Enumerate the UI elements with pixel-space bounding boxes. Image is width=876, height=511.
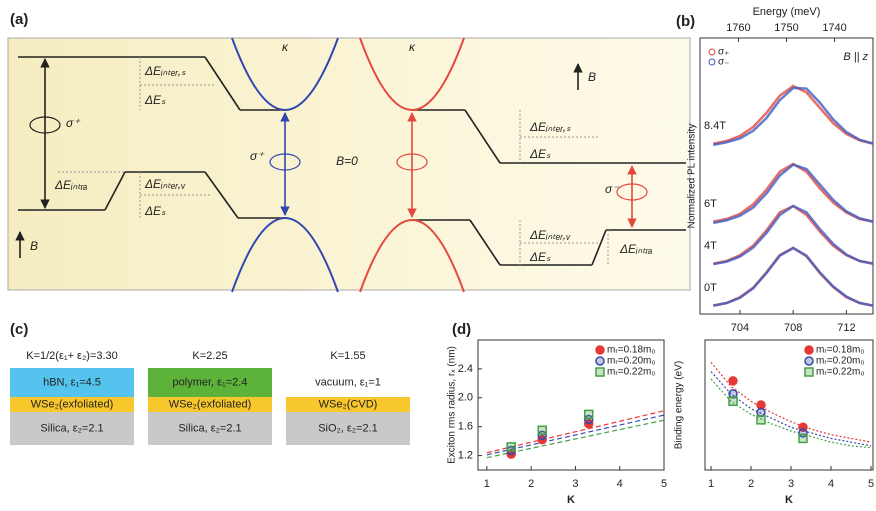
y-tick-label: 1.2	[458, 449, 473, 461]
y-tick-label: 1.6	[458, 421, 473, 433]
field-label: B || z	[843, 51, 868, 63]
legend-label: mᵣ=0.20m₀	[816, 356, 865, 367]
panel-label: (d)	[452, 321, 471, 338]
diagram-label: σ⁺	[66, 116, 81, 130]
legend-marker	[805, 357, 813, 365]
diagram-label: B	[588, 70, 596, 84]
row-label: 4T	[704, 240, 717, 252]
legend-marker	[596, 368, 604, 376]
figure: (a) (b) (c) (d) κ κ ΔEᵢₙₜₑᵣ,ₛ ΔEₛ σ⁺ ΔEᵢₙₜᵣₐ ΔEᵢₙₜ…	[0, 0, 876, 511]
diagram-label: ΔEᵢₙₜₑᵣ,ₛ	[529, 120, 571, 134]
panel-label: (a)	[10, 11, 28, 28]
legend-label: σ₋	[718, 57, 729, 68]
legend-marker	[596, 346, 604, 354]
row-label: 8.4T	[704, 120, 726, 132]
point	[757, 416, 765, 424]
layer-label: Silica, ε₂=2.1	[178, 422, 241, 434]
x-axis-label: K	[785, 494, 793, 506]
x-tick-label: 704	[731, 322, 749, 334]
legend-label: mᵣ=0.18m₀	[816, 345, 865, 356]
plot-frame	[700, 38, 873, 314]
layer-label: vacuum, ε₁=1	[315, 376, 381, 388]
x-tick-label: 4	[828, 478, 834, 490]
layer-label: polymer, ε₁=2.4	[173, 376, 248, 388]
panel-label: (b)	[676, 13, 695, 30]
stack-title: K=2.25	[192, 350, 227, 362]
y-tick-label: 2.4	[458, 363, 473, 375]
diagram-label: ΔEᵢₙₜᵣₐ	[619, 242, 652, 256]
layer-label: hBN, ε₁=4.5	[43, 376, 101, 388]
x-tick-label: 712	[837, 322, 855, 334]
x-tick-label: 3	[788, 478, 794, 490]
point	[729, 377, 737, 385]
x2-tick-label: 1750	[774, 22, 798, 34]
layer-label: WSe₂(exfoliated)	[31, 398, 114, 410]
y-axis-label: Exciton rms radius, rₓ (nm)	[447, 346, 458, 464]
x-tick-label: 5	[661, 478, 667, 490]
diagram-label: ΔEₛ	[529, 147, 551, 161]
x-tick-label: 2	[748, 478, 754, 490]
diagram-label: ΔEₛ	[529, 250, 551, 264]
legend-label: mᵣ=0.20m₀	[607, 356, 656, 367]
x-tick-label: 5	[868, 478, 874, 490]
diagram-label: ΔEᵢₙₜₑᵣ,ᵥ	[144, 177, 186, 191]
point	[729, 397, 737, 405]
x-tick-label: 3	[572, 478, 578, 490]
panel-label: (c)	[10, 321, 28, 338]
legend-label: mᵣ=0.22m₀	[816, 367, 865, 378]
diagram-label: σ⁻	[605, 182, 620, 196]
y-axis-label: Binding energy (eV)	[674, 361, 685, 449]
stack-title: K=1/2(ε₁+ ε₂)=3.30	[26, 350, 117, 362]
layer-label: SiO₂, ε₂=2.1	[318, 422, 378, 434]
stack-title: K=1.55	[330, 350, 365, 362]
diagram-label: ΔEᵢₙₜₑᵣ,ₛ	[144, 64, 186, 78]
diagram-label: κ	[282, 40, 289, 54]
diagram-label: σ⁺	[250, 149, 265, 163]
x-tick-label: 2	[528, 478, 534, 490]
diagram-label: ΔEₛ	[144, 204, 166, 218]
x-tick-label: 1	[484, 478, 490, 490]
x2-tick-label: 1760	[726, 22, 750, 34]
layer-label: WSe₂(CVD)	[319, 398, 378, 410]
point	[585, 410, 593, 418]
diagram-label: B=0	[336, 154, 358, 168]
diagram-label: ΔEᵢₙₜᵣₐ	[54, 178, 87, 192]
layer-label: WSe₂(exfoliated)	[169, 398, 252, 410]
diagram-label: ΔEₛ	[144, 93, 166, 107]
x2-tick-label: 1740	[822, 22, 846, 34]
diagram-label: κ	[409, 40, 416, 54]
point	[538, 426, 546, 434]
x2-axis-label: Energy (meV)	[753, 6, 821, 18]
x-tick-label: 708	[784, 322, 802, 334]
y-axis-label: Normalized PL intensity	[687, 124, 698, 229]
legend-label: mᵣ=0.22m₀	[607, 367, 656, 378]
row-label: 0T	[704, 282, 717, 294]
diagram-label: B	[30, 239, 38, 253]
legend-label: mᵣ=0.18m₀	[607, 345, 656, 356]
x-tick-label: 1	[708, 478, 714, 490]
point	[507, 443, 515, 451]
layer-label: Silica, ε₂=2.1	[40, 422, 103, 434]
point	[799, 434, 807, 442]
legend-marker	[805, 368, 813, 376]
x-tick-label: 4	[617, 478, 623, 490]
row-label: 6T	[704, 198, 717, 210]
x-axis-label: K	[567, 494, 575, 506]
legend-marker	[805, 346, 813, 354]
y-tick-label: 2.0	[458, 392, 473, 404]
legend-marker	[596, 357, 604, 365]
diagram-label: ΔEᵢₙₜₑᵣ,ᵥ	[529, 228, 571, 242]
